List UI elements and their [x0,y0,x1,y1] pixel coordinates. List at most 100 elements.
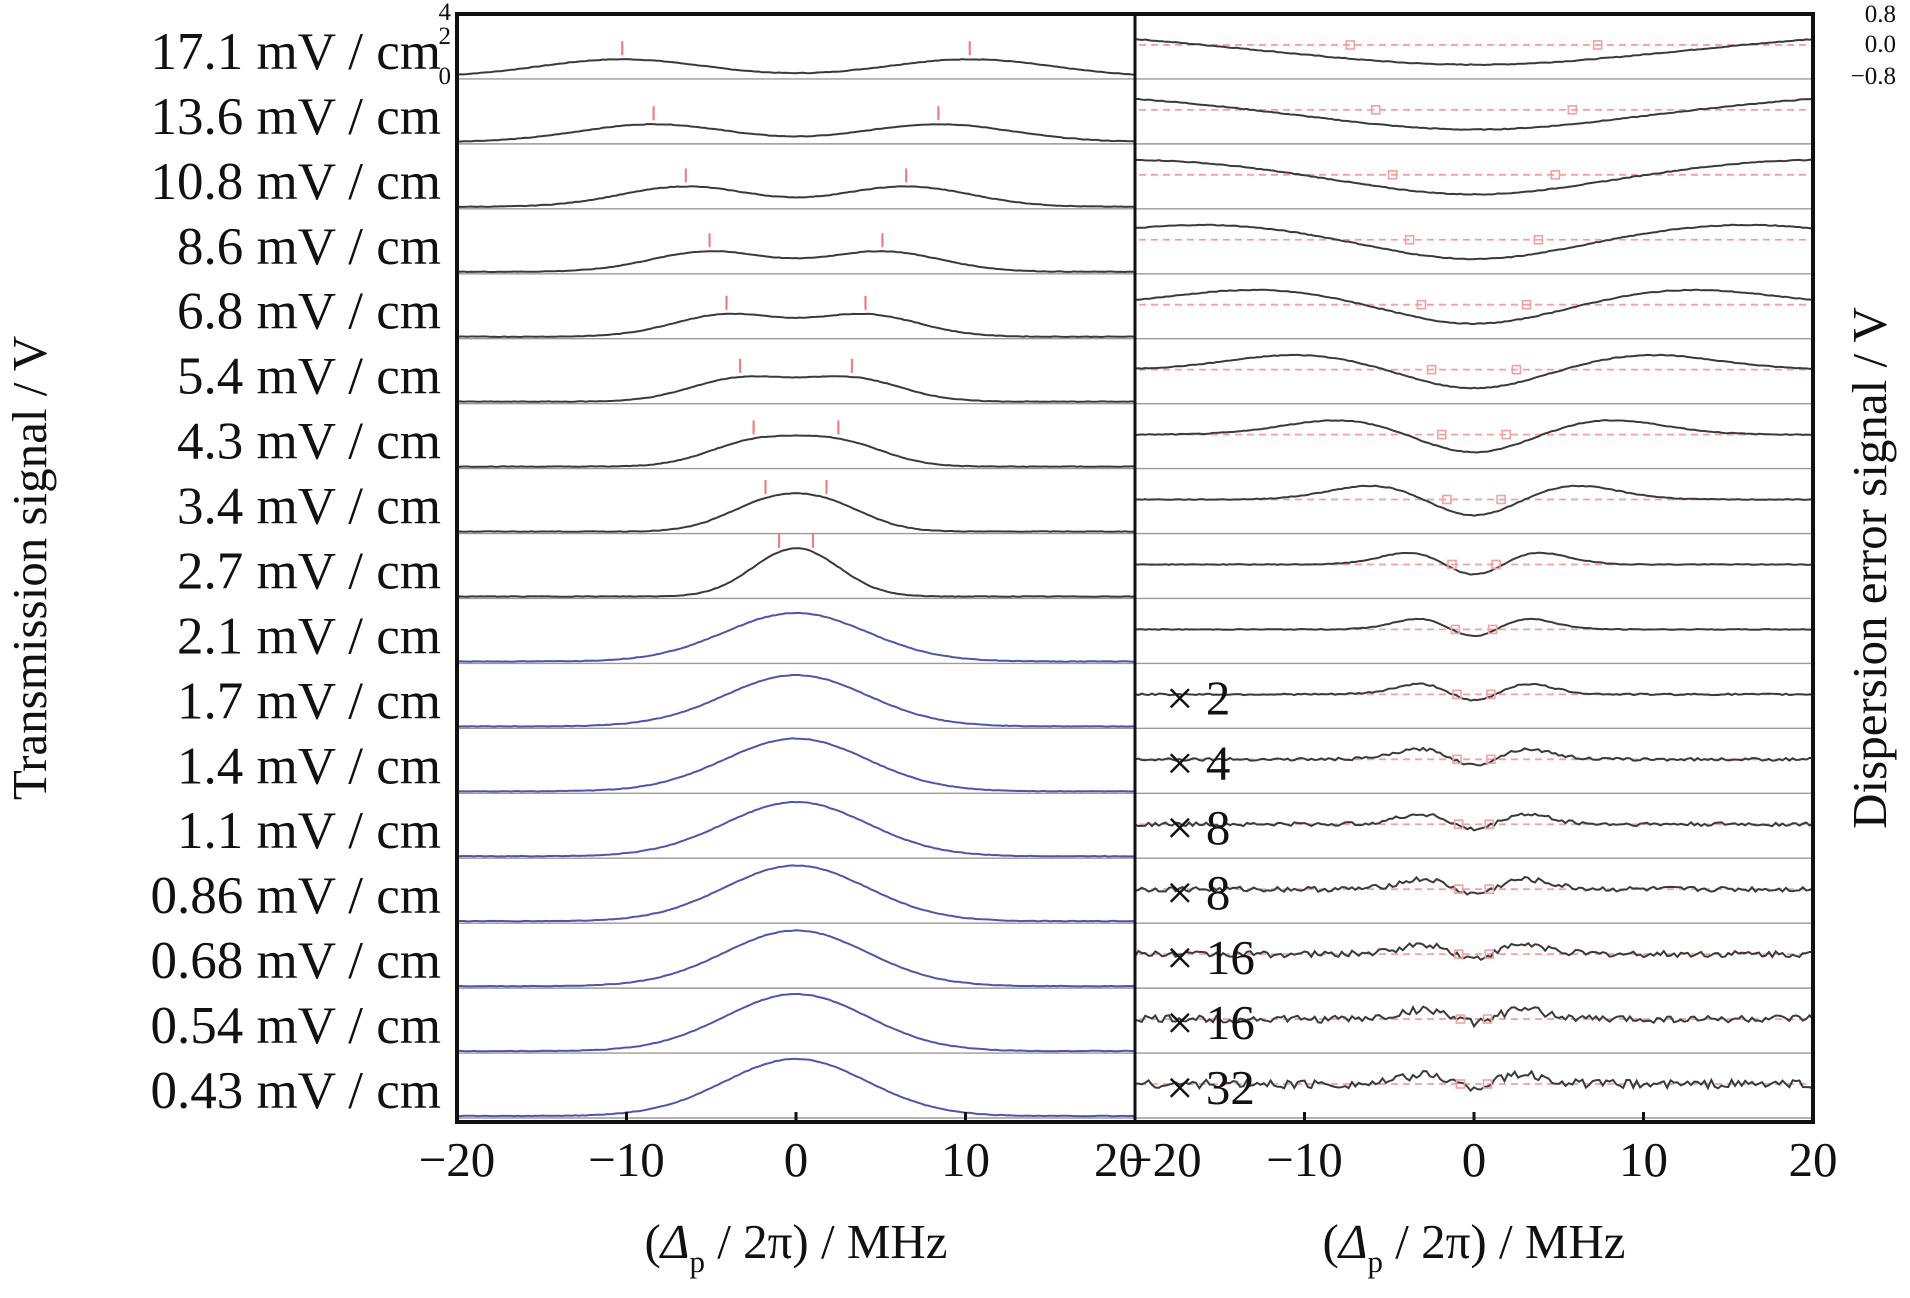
zero-crossing-marker [1550,170,1561,180]
dispersion-trace-14 [1134,942,1813,962]
transmission-trace-11 [457,737,1136,793]
gain-multiplier-label: × 8 [1166,865,1230,920]
x-axis-title-sub: p [690,1244,706,1279]
dispersion-trace-12 [1134,812,1814,832]
zero-crossing-marker [1592,40,1603,50]
zero-crossing-marker [1453,884,1464,894]
x-tick-label: −10 [1266,1132,1343,1187]
x-axis-title-symbol: Δ [1337,1214,1368,1269]
dispersion-trace-4 [1134,288,1814,326]
zero-crossing-marker [1370,105,1381,115]
zero-crossing-marker [1455,1014,1466,1024]
transmission-trace-0 [456,58,1136,76]
zero-crossing-marker [1567,105,1578,115]
field-strength-label: 0.43 mV / cm [150,1062,441,1120]
x-axis-title: (Δp / 2π) / MHz [644,1214,947,1279]
zero-crossing-marker [1486,689,1496,700]
zero-crossing-marker [1486,754,1496,765]
field-strength-label: 1.1 mV / cm [177,802,441,860]
right-panel-dispersion: × 2 × 4 × 8 × 8 × 16 × 16 × 32 [1134,38,1814,1119]
field-strength-label: 2.7 mV / cm [177,542,441,600]
field-strength-labels: 17.1 mV / cm 13.6 mV / cm 10.8 mV / cm 8.6 … [150,23,441,1120]
zero-crossing-marker [1482,1014,1493,1024]
transmission-trace-7 [456,492,1136,533]
field-strength-label: 17.1 mV / cm [150,23,441,81]
transmission-trace-2 [456,185,1135,208]
top-trace-y-tick: −0.8 [1851,63,1896,90]
zero-crossing-marker [1496,494,1506,505]
gain-multiplier-label: × 8 [1166,800,1230,855]
field-strength-label: 0.68 mV / cm [150,932,441,990]
dispersion-trace-10 [1134,682,1814,702]
zero-crossing-marker [1484,949,1495,959]
zero-crossing-marker [1533,234,1544,245]
top-trace-y-tick: 4 [439,0,452,26]
x-tick-label: 0 [784,1132,809,1187]
zero-crossing-marker [1484,884,1495,894]
x-tick-label: 0 [1462,1132,1487,1187]
field-strength-label: 4.3 mV / cm [177,413,441,471]
top-trace-y-tick: 0.0 [1865,31,1896,58]
zero-crossing-marker [1452,754,1462,765]
dispersion-trace-3 [1134,223,1814,261]
x-axis-title: (Δp / 2π) / MHz [1322,1214,1625,1279]
left-panel-transmission [456,41,1136,1119]
x-tick-label: −10 [588,1132,665,1187]
zero-crossing-marker [1487,624,1498,635]
zero-crossing-marker [1491,559,1501,570]
field-strength-label: 13.6 mV / cm [150,88,441,146]
gain-multiplier-label: × 2 [1166,670,1230,725]
zero-crossing-marker [1511,364,1522,375]
zero-crossing-marker [1442,494,1452,505]
x-tick-label: −20 [1125,1132,1202,1187]
zero-crossing-marker [1521,299,1532,310]
transmission-trace-12 [456,800,1136,858]
x-tick-label: 20 [1094,1132,1143,1187]
gain-multiplier-label: × 16 [1166,930,1255,985]
field-strength-label: 0.54 mV / cm [150,997,441,1055]
field-strength-label: 0.86 mV / cm [150,867,441,925]
zero-crossing-marker [1453,949,1464,959]
x-axis-title-sub: p [1368,1244,1384,1279]
transmission-trace-6 [456,434,1136,468]
gain-multiplier-label: × 32 [1166,1060,1255,1115]
dispersion-trace-9 [1134,617,1814,638]
field-strength-label: 10.8 mV / cm [150,153,441,211]
zero-crossing-marker [1452,689,1462,700]
field-strength-label: 2.1 mV / cm [177,607,441,665]
top-trace-y-tick: 2 [439,23,452,50]
x-axis-title-symbol: Δ [659,1214,690,1269]
zero-crossing-marker [1426,364,1437,375]
transmission-trace-16 [456,1057,1136,1118]
x-tick-label: −20 [419,1132,496,1187]
dispersion-trace-15 [1134,1004,1814,1029]
transmission-trace-9 [456,611,1135,663]
top-trace-y-tick: 0.8 [1865,1,1896,28]
dispersion-trace-11 [1134,746,1814,767]
zero-crossing-marker [1387,170,1398,180]
transmission-trace-4 [456,312,1136,339]
x-tick-label: 20 [1789,1132,1838,1187]
dispersion-trace-7 [1134,484,1814,517]
transmission-trace-15 [457,993,1135,1053]
dispersion-trace-13 [1134,875,1814,896]
dispersion-trace-0 [1134,38,1814,67]
zero-crossing-marker [1455,1079,1466,1089]
zero-crossing-marker [1404,234,1415,245]
transmission-trace-1 [456,122,1135,143]
transmission-trace-5 [456,375,1136,403]
dispersion-trace-1 [1134,97,1814,131]
axes-decorations: −20 −10 0 10 20(Δp / 2π) / MHz−20 −10 0 10 20(Δp… [2,0,1897,1279]
zero-crossing-marker [1484,819,1495,830]
field-strength-label: 3.4 mV / cm [177,478,441,536]
transmission-trace-8 [456,547,1136,598]
zero-crossing-marker [1436,429,1447,440]
left-y-axis-title: Transmission signal / V [2,336,57,800]
x-axis-title-open: ( [1322,1214,1338,1269]
dispersion-trace-8 [1134,551,1814,576]
field-strength-label: 8.6 mV / cm [177,218,441,276]
top-trace-y-tick: 0 [439,63,452,90]
x-axis-title-rest: / 2π) / MHz [705,1214,948,1269]
zero-crossing-marker [1501,429,1512,440]
transmission-trace-14 [456,929,1136,988]
